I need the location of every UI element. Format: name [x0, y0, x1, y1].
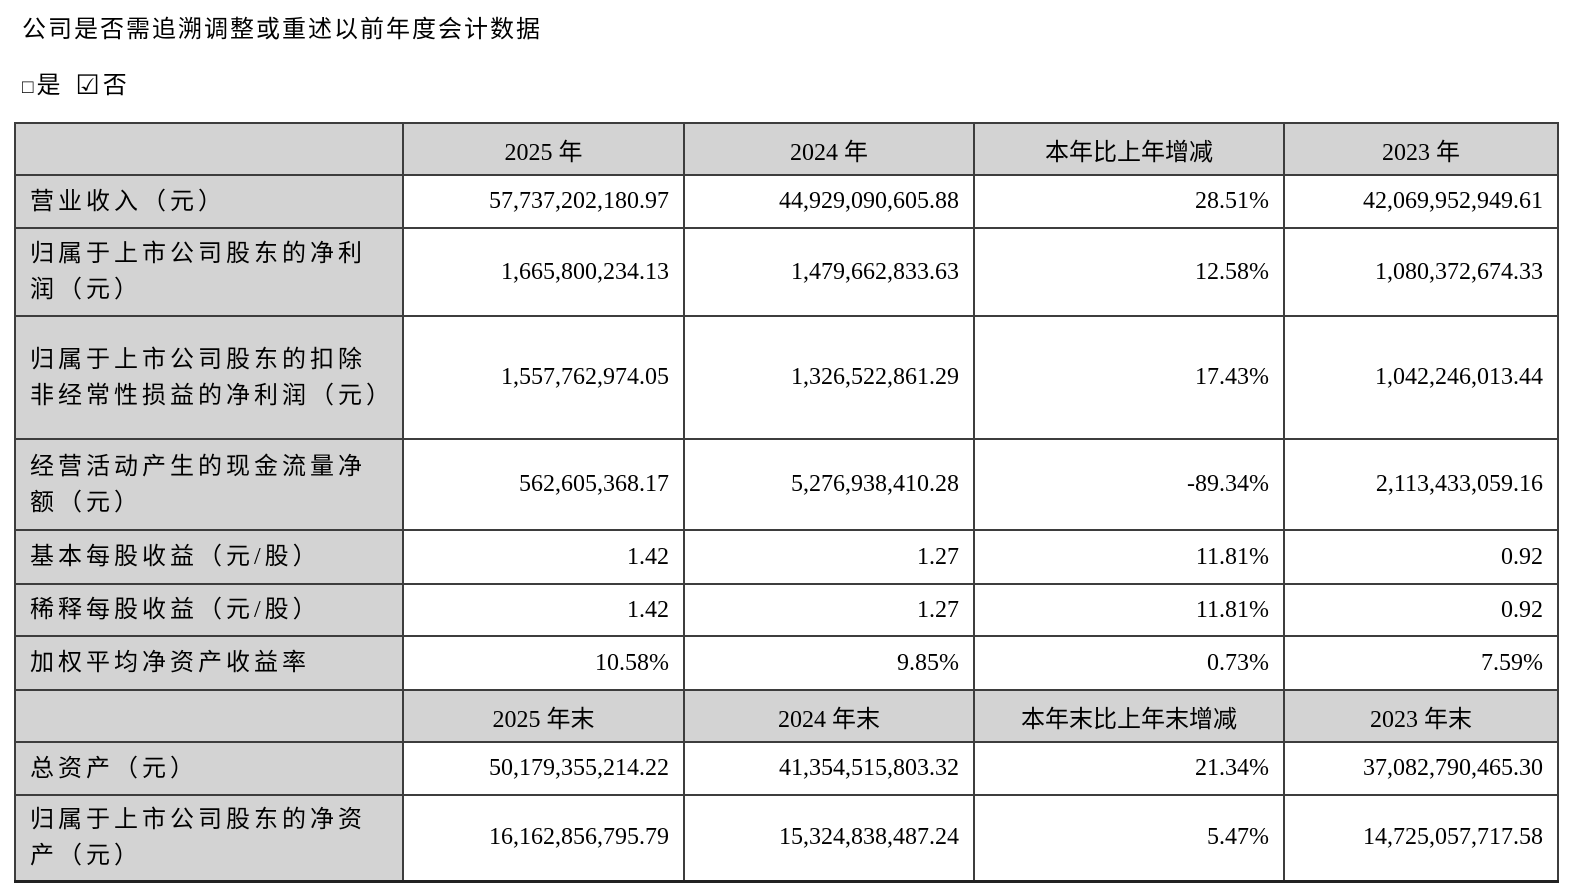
value-2023: 1,042,246,013.44 [1283, 315, 1559, 440]
header-yoy-change: 本年比上年增减 [973, 122, 1285, 176]
header-2023: 2023 年 [1283, 122, 1559, 176]
value-2024: 9.85% [683, 635, 975, 691]
row-label: 营业收入（元） [14, 174, 404, 229]
value-change: 11.81% [973, 583, 1285, 637]
table-row-net-assets: 归属于上市公司股东的净资产（元） 16,162,856,795.79 15,32… [14, 794, 1559, 882]
yes-no-checkbox-row: □ 是 ☑ 否 [22, 70, 1557, 102]
value-2023: 7.59% [1283, 635, 1559, 691]
table-row-net-profit: 归属于上市公司股东的净利润（元） 1,665,800,234.13 1,479,… [14, 227, 1559, 317]
value-2023: 1,080,372,674.33 [1283, 227, 1559, 317]
checkbox-option-no[interactable]: ☑ 否 [75, 70, 127, 102]
header-2024: 2024 年 [683, 122, 975, 176]
value-2025: 16,162,856,795.79 [402, 794, 685, 882]
value-2023: 42,069,952,949.61 [1283, 174, 1559, 229]
value-2025: 1,665,800,234.13 [402, 227, 685, 317]
value-2023: 37,082,790,465.30 [1283, 741, 1559, 796]
row-label: 归属于上市公司股东的扣除非经常性损益的净利润（元） [14, 315, 404, 440]
value-2025: 57,737,202,180.97 [402, 174, 685, 229]
checkbox-unchecked-icon: □ [22, 76, 35, 98]
header-blank-cell [14, 122, 404, 176]
table-row-revenue: 营业收入（元） 57,737,202,180.97 44,929,090,605… [14, 174, 1559, 229]
header-2024-end: 2024 年末 [683, 689, 975, 743]
value-2024: 41,354,515,803.32 [683, 741, 975, 796]
value-change: 12.58% [973, 227, 1285, 317]
value-2023: 0.92 [1283, 583, 1559, 637]
row-label: 归属于上市公司股东的净资产（元） [14, 794, 404, 882]
value-2025: 1.42 [402, 529, 685, 585]
value-2025: 562,605,368.17 [402, 438, 685, 531]
financial-summary-table: 2025 年 2024 年 本年比上年增减 2023 年 营业收入（元） 57,… [14, 122, 1559, 883]
value-2024: 1.27 [683, 583, 975, 637]
value-change: 5.47% [973, 794, 1285, 882]
checkbox-yes-label: 是 [36, 73, 62, 99]
row-label: 归属于上市公司股东的净利润（元） [14, 227, 404, 317]
row-label: 经营活动产生的现金流量净额（元） [14, 438, 404, 531]
value-2024: 1,479,662,833.63 [683, 227, 975, 317]
checkbox-no-label: 否 [102, 73, 128, 99]
table-header-year-end: 2025 年末 2024 年末 本年末比上年末增减 2023 年末 [14, 689, 1559, 743]
value-2024: 1.27 [683, 529, 975, 585]
table-row-diluted-eps: 稀释每股收益（元/股） 1.42 1.27 11.81% 0.92 [14, 583, 1559, 637]
header-blank-cell [14, 689, 404, 743]
value-change: -89.34% [973, 438, 1285, 531]
table-row-weighted-roe: 加权平均净资产收益率 10.58% 9.85% 0.73% 7.59% [14, 635, 1559, 691]
table-row-basic-eps: 基本每股收益（元/股） 1.42 1.27 11.81% 0.92 [14, 529, 1559, 585]
table-row-operating-cash-flow: 经营活动产生的现金流量净额（元） 562,605,368.17 5,276,93… [14, 438, 1559, 531]
value-2024: 15,324,838,487.24 [683, 794, 975, 882]
header-2025-end: 2025 年末 [402, 689, 685, 743]
question-text: 公司是否需追溯调整或重述以前年度会计数据 [22, 17, 542, 43]
value-change: 21.34% [973, 741, 1285, 796]
value-2025: 1.42 [402, 583, 685, 637]
value-2024: 1,326,522,861.29 [683, 315, 975, 440]
value-2023: 0.92 [1283, 529, 1559, 585]
checkbox-checked-icon: ☑ [75, 69, 101, 100]
value-change: 28.51% [973, 174, 1285, 229]
table-row-net-profit-deducted: 归属于上市公司股东的扣除非经常性损益的净利润（元） 1,557,762,974.… [14, 315, 1559, 440]
table-row-total-assets: 总资产（元） 50,179,355,214.22 41,354,515,803.… [14, 741, 1559, 796]
row-label: 稀释每股收益（元/股） [14, 583, 404, 637]
header-2025: 2025 年 [402, 122, 685, 176]
value-2025: 10.58% [402, 635, 685, 691]
value-2024: 5,276,938,410.28 [683, 438, 975, 531]
value-change: 0.73% [973, 635, 1285, 691]
header-year-end-change: 本年末比上年末增减 [973, 689, 1285, 743]
value-2025: 1,557,762,974.05 [402, 315, 685, 440]
value-change: 17.43% [973, 315, 1285, 440]
row-label: 基本每股收益（元/股） [14, 529, 404, 585]
checkbox-option-yes[interactable]: □ 是 [22, 70, 61, 102]
row-label: 总资产（元） [14, 741, 404, 796]
value-change: 11.81% [973, 529, 1285, 585]
value-2023: 2,113,433,059.16 [1283, 438, 1559, 531]
table-header-annual: 2025 年 2024 年 本年比上年增减 2023 年 [14, 122, 1559, 176]
header-2023-end: 2023 年末 [1283, 689, 1559, 743]
row-label: 加权平均净资产收益率 [14, 635, 404, 691]
value-2025: 50,179,355,214.22 [402, 741, 685, 796]
value-2024: 44,929,090,605.88 [683, 174, 975, 229]
value-2023: 14,725,057,717.58 [1283, 794, 1559, 882]
